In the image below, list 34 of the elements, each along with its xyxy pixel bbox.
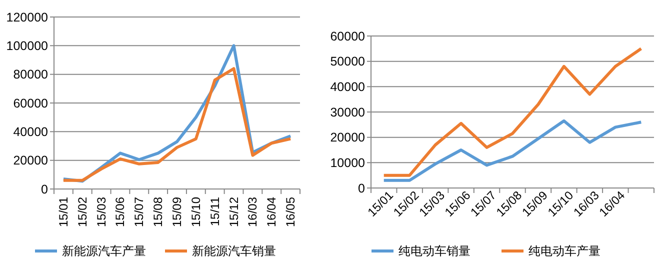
x-tick-label: 15/02	[75, 196, 90, 228]
legend-label: 纯电动车销量	[398, 244, 470, 258]
y-tick-label: 20000	[13, 154, 48, 168]
x-tick-label: 15/09	[170, 196, 184, 228]
line-series	[62, 67, 292, 182]
x-tick-label: 16/04	[264, 196, 279, 228]
legend-label: 纯电动车产量	[528, 244, 600, 258]
legend-label: 新能源汽车产量	[62, 244, 146, 258]
line-series	[382, 119, 643, 182]
x-tick-label: 15/03	[94, 196, 108, 228]
y-tick-label: 30000	[330, 105, 366, 120]
legend-label: 新能源汽车销量	[192, 244, 276, 258]
y-tick-label: 120000	[6, 10, 48, 24]
y-tick-label: 60000	[330, 29, 366, 44]
y-tick-label: 0	[41, 182, 48, 196]
x-tick-label: 15/08	[151, 196, 166, 228]
y-tick-label: 0	[358, 181, 366, 196]
y-tick-label: 60000	[13, 96, 48, 110]
x-tick-label: 15/10	[188, 196, 203, 228]
x-tick-label: 15/07	[132, 196, 146, 228]
y-tick-label: 40000	[330, 80, 366, 94]
x-tick-label: 15/01	[56, 196, 70, 228]
x-tick-label: 16/03	[246, 196, 260, 228]
x-tick-label: 15/12	[226, 196, 241, 228]
y-tick-label: 20000	[330, 130, 366, 145]
y-tick-label: 100000	[6, 39, 48, 54]
x-tick-label: 15/06	[113, 196, 128, 228]
y-tick-label: 40000	[13, 125, 48, 140]
x-tick-label: 16/05	[284, 196, 298, 228]
line-series	[382, 47, 643, 177]
x-tick-label: 15/11	[208, 196, 222, 226]
y-tick-label: 50000	[330, 54, 366, 69]
y-tick-label: 80000	[13, 68, 48, 82]
y-tick-label: 10000	[330, 156, 366, 170]
